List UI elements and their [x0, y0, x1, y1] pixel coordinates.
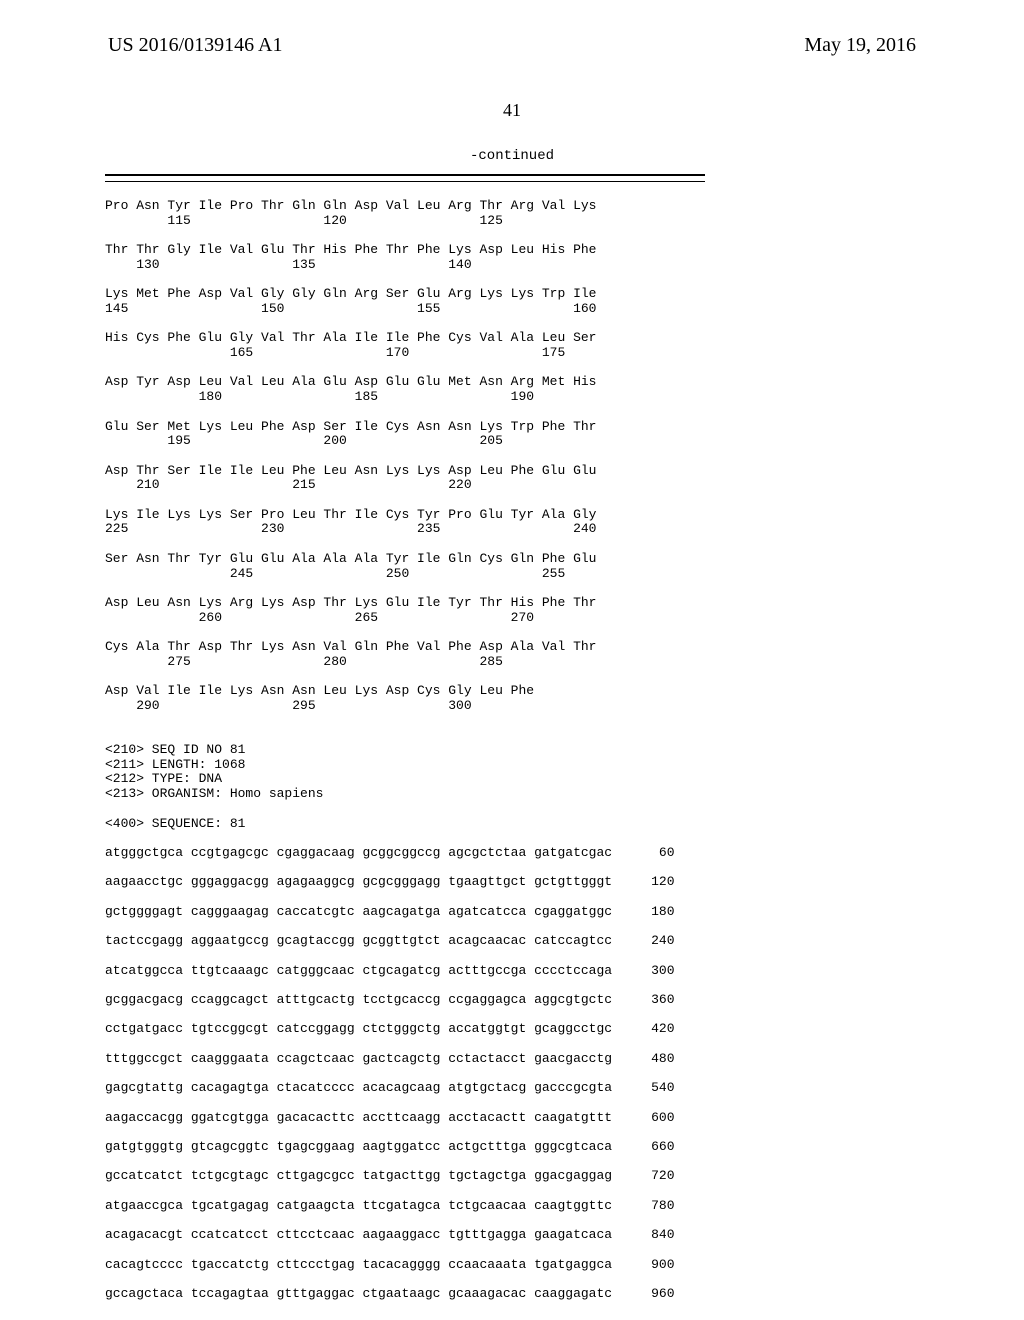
continued-label: -continued	[0, 148, 1024, 164]
rule-bottom	[105, 181, 705, 182]
header-pub-number: US 2016/0139146 A1	[108, 34, 282, 57]
header-date: May 19, 2016	[804, 34, 916, 57]
rule-top	[105, 174, 705, 176]
page-number: 41	[0, 100, 1024, 121]
sequence-listing: Pro Asn Tyr Ile Pro Thr Gln Gln Asp Val …	[105, 199, 675, 1302]
